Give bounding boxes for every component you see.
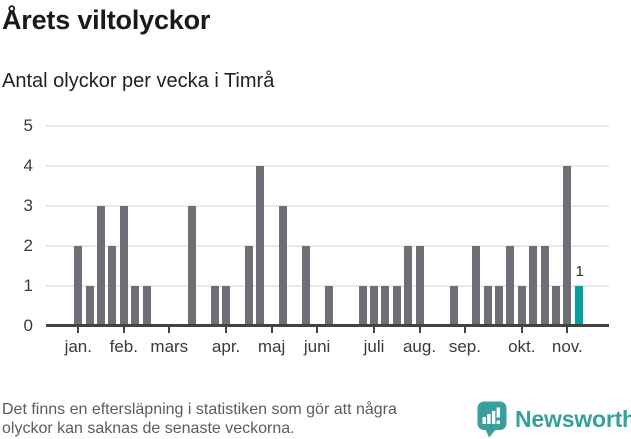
x-axis-tick [373,327,375,333]
x-axis-line [46,324,609,327]
x-axis-tick [418,327,421,333]
bar [506,245,515,325]
x-axis-label: jan. [64,337,92,356]
bar [370,285,378,325]
footnote: Det finns en eftersläpning i statistiken… [2,400,397,438]
bar [119,205,128,325]
bar [381,285,390,325]
bar-chart-bubble-icon [477,401,508,438]
y-axis-label: 3 [23,195,33,215]
gridline [46,204,609,207]
bar [495,285,504,325]
x-axis-tick [270,327,273,333]
x-axis-label: juli [363,337,385,356]
bar-value-label: 1 [575,262,584,280]
bar [256,166,265,325]
x-axis-label: nov. [551,337,583,356]
bar [85,285,94,325]
x-axis-tick [77,327,80,333]
y-axis-label: 0 [23,315,33,335]
bar [358,285,367,325]
bar [108,245,117,325]
bar [142,285,151,325]
bar [188,205,196,325]
bar [415,245,424,325]
bar [540,245,549,325]
x-axis-tick [520,327,523,333]
x-axis-label: mars [150,337,189,356]
x-axis-label: apr. [211,337,241,356]
bar [392,285,401,325]
x-axis-tick [225,327,228,333]
y-axis-label: 1 [23,275,33,295]
bar [131,285,140,325]
bar-highlight [574,285,583,325]
chart-title: Årets viltolyckor [2,5,211,35]
x-axis-label: sep. [448,337,481,356]
bar [210,285,219,325]
x-axis-label: aug. [402,337,437,356]
bar [222,285,231,325]
brand-name: Newsworthy [515,406,631,432]
gridline [46,165,609,168]
y-axis-label: 4 [23,156,33,176]
x-axis-label: juni [303,337,331,356]
y-axis-label: 5 [23,116,33,136]
bar [517,285,526,325]
bar [244,245,253,325]
x-axis-tick [566,327,569,333]
bar [449,285,458,325]
bar [74,245,83,325]
footnote-line-2: olyckor kan saknas de senaste veckorna. [2,420,295,437]
bar [301,245,310,325]
footnote-line-1: Det finns en eftersläpning i statistiken… [2,401,397,418]
bar [279,205,287,325]
bar [563,166,572,325]
gridline [46,125,609,128]
newsworthy-logo[interactable]: Newsworthy [477,401,631,438]
y-axis-label: 2 [23,235,33,255]
x-axis-tick [168,327,171,333]
x-axis-tick [122,327,125,333]
bar [97,205,105,325]
bar [404,245,413,325]
x-axis-label: feb. [109,337,138,356]
gridline [46,244,609,247]
x-axis-tick [463,327,466,333]
x-axis-label: maj [257,337,286,356]
bar [472,245,481,325]
bar [324,285,333,325]
bar [551,285,560,325]
bar [529,245,538,325]
x-axis-tick [316,327,319,333]
bar [483,285,492,325]
x-axis-label: okt. [508,337,536,356]
chart-subtitle: Antal olyckor per vecka i Timrå [2,70,275,92]
